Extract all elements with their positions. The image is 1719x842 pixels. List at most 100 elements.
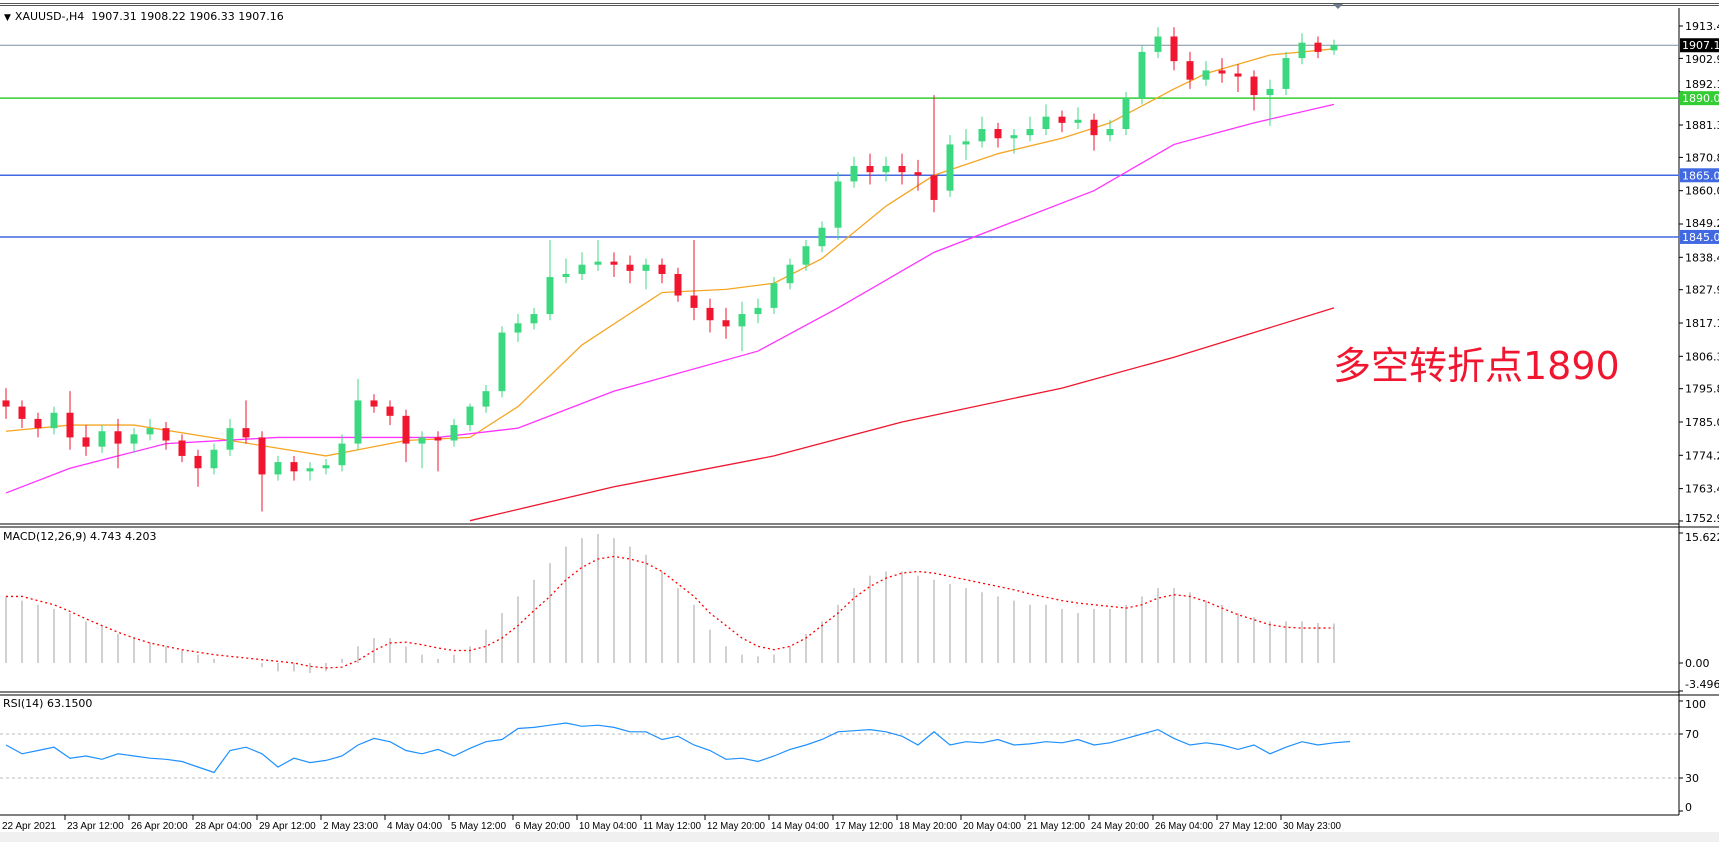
candle-up [146,428,154,435]
candle-up [850,166,858,182]
candle-down [34,418,42,429]
candle-up [1074,119,1082,123]
candle-up [818,227,826,247]
candle-up [226,428,234,450]
annotation-text: 多空转折点1890 [1333,344,1620,388]
price-tick-label: 1752.90 [1685,512,1719,525]
candle-down [114,431,122,444]
level-tag [1680,168,1719,183]
dropdown-triangle-icon[interactable]: ▼ [4,13,11,23]
candle-up [562,273,570,278]
bid-tag-label: 1907.16 [1682,39,1719,52]
rsi-tick-label: 30 [1685,772,1699,785]
candle-up [946,144,954,191]
candle-down [866,166,874,173]
level-tag [1680,229,1719,244]
macd-tick-label: -3.496 [1685,678,1719,691]
candle-up [770,283,778,308]
time-tick-label: 29 Apr 12:00 [259,821,316,832]
candle-down [626,264,634,271]
time-tick-label: 14 May 04:00 [771,821,829,832]
candle-up [466,406,474,426]
time-tick-label: 21 May 12:00 [1027,821,1085,832]
time-tick-label: 22 Apr 2021 [2,821,56,832]
chart-header: ▼ XAUUSD-,H4 1907.31 1908.22 1906.33 1907… [4,10,284,23]
time-tick-label: 30 May 23:00 [1283,821,1341,832]
price-tick-label: 1881.30 [1685,119,1719,132]
candle-up [1106,129,1114,136]
candle-up [1122,98,1130,130]
rsi-label: RSI(14) 63.1500 [3,697,93,710]
time-tick-label: 6 May 20:00 [515,821,570,832]
price-tick-label: 1806.30 [1685,350,1719,363]
shift-marker-icon [1333,4,1343,9]
price-tick-label: 1763.40 [1685,483,1719,496]
candle-up [1138,51,1146,99]
time-tick-label: 4 May 04:00 [387,821,442,832]
macd-tick-label: 15.622 [1685,531,1719,544]
candle-up [1202,70,1210,80]
candle-down [1186,61,1194,80]
candle-down [258,437,266,475]
candle-up [882,166,890,173]
time-tick-label: 26 May 04:00 [1155,821,1213,832]
time-tick-label: 2 May 23:00 [323,821,378,832]
macd-signal-line [6,555,1335,669]
candle-up [786,264,794,284]
price-tick-label: 1817.10 [1685,317,1719,330]
price-tick-label: 1902.90 [1685,53,1719,66]
price-tick-label: 1860.00 [1685,185,1719,198]
symbol-label: XAUUSD-,H4 [14,10,85,23]
candle-down [194,455,202,469]
candle-down [66,412,74,438]
candle-up [642,264,650,271]
candle-up [482,391,490,407]
candle-down [242,428,250,438]
price-tick-label: 1774.20 [1685,449,1719,462]
candle-down [370,400,378,407]
candle-down [674,273,682,296]
time-tick-label: 20 May 04:00 [963,821,1021,832]
candle-up [738,314,746,327]
candle-up [210,449,218,469]
rsi-tick-label: 70 [1685,728,1699,741]
rsi-tick-label: 0 [1685,801,1692,814]
candle-up [1042,116,1050,130]
time-tick-label: 26 Apr 20:00 [131,821,188,832]
candle-up [1026,129,1034,136]
candle-up [1010,135,1018,139]
candle-down [658,264,666,274]
candle-up [1282,58,1290,89]
candle-down [386,406,394,416]
candle-down [82,437,90,447]
time-tick-label: 5 May 12:00 [451,821,506,832]
candle-up [1298,42,1306,59]
candle-down [1314,42,1322,52]
candle-up [450,425,458,441]
time-tick-label: 18 May 20:00 [899,821,957,832]
candle-down [1250,76,1258,96]
bid-tag [1680,38,1719,53]
time-tick-label: 11 May 12:00 [643,821,701,832]
candle-down [930,175,938,200]
window-top-border [0,0,1719,6]
candle-down [162,428,170,441]
candle-up [578,264,586,274]
price-tick-label: 1849.20 [1685,217,1719,230]
time-tick-label: 10 May 04:00 [579,821,637,832]
candle-up [754,307,762,315]
candle-up [338,443,346,466]
time-tick-label: 12 May 20:00 [707,821,765,832]
price-tick-label: 1870.80 [1685,151,1719,164]
price-tick-label: 1785.00 [1685,416,1719,429]
candle-down [610,261,618,265]
candle-down [1234,73,1242,77]
price-tick-label: 1838.40 [1685,251,1719,264]
candle-down [178,440,186,456]
candle-down [914,172,922,176]
time-tick-label: 27 May 12:00 [1219,821,1277,832]
candle-up [834,181,842,228]
candle-up [594,261,602,265]
candle-down [18,406,26,419]
